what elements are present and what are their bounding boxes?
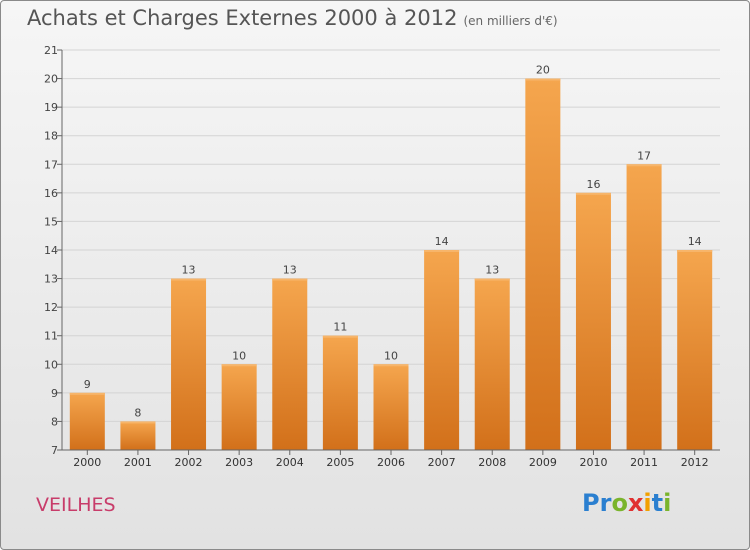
y-tick-label: 21 [44, 44, 58, 57]
labels: 7 8 9 10 11 12 13 14 15 16 17 18 19 20 21 9 2000 8 2001 13 2… [44, 44, 709, 469]
data-label: 14 [435, 235, 449, 248]
y-tick-label: 8 [51, 415, 58, 428]
data-label: 17 [637, 149, 651, 162]
y-tick-label: 20 [44, 73, 58, 86]
y-tick-label: 18 [44, 130, 58, 143]
y-tick-label: 15 [44, 215, 58, 228]
data-label: 16 [586, 178, 600, 191]
bar [424, 250, 460, 450]
x-tick-label: 2011 [630, 456, 658, 469]
x-tick-label: 2009 [529, 456, 557, 469]
bar [575, 192, 611, 450]
bar-top-highlight [69, 392, 105, 395]
bar-top-highlight [373, 364, 409, 367]
bar-top-highlight [677, 250, 713, 252]
bar-top-highlight [221, 364, 257, 367]
y-tick-label: 14 [44, 244, 58, 257]
x-tick-label: 2008 [478, 456, 506, 469]
x-tick-label: 2006 [377, 456, 405, 469]
data-label: 13 [182, 264, 196, 277]
x-tick-label: 2010 [579, 456, 607, 469]
data-label: 11 [333, 321, 347, 334]
bar [373, 364, 409, 450]
axes [57, 49, 720, 455]
logo-letter: t [651, 489, 664, 517]
data-label: 14 [688, 235, 702, 248]
logo-letter: i [663, 489, 672, 517]
bar-top-highlight [272, 278, 308, 281]
bar-top-highlight [575, 192, 611, 195]
data-label: 9 [84, 378, 91, 391]
bar [677, 250, 713, 450]
bar [221, 364, 257, 450]
bar [322, 335, 358, 450]
bar-top-highlight [171, 278, 207, 281]
logo-letter: x [627, 489, 644, 517]
logo-letter: i [643, 489, 652, 517]
chart-title: Achats et Charges Externes 2000 à 2012 (e… [27, 6, 558, 30]
bar-top-highlight [120, 421, 156, 424]
x-tick-label: 2003 [225, 456, 253, 469]
bar-top-highlight [322, 335, 358, 338]
y-tick-label: 10 [44, 358, 58, 371]
y-tick-label: 11 [44, 330, 58, 343]
bar-top-highlight [626, 164, 662, 167]
x-tick-label: 2005 [326, 456, 354, 469]
data-label: 13 [485, 264, 499, 277]
bar-top-highlight [525, 78, 561, 81]
x-tick-label: 2000 [73, 456, 101, 469]
x-tick-label: 2007 [428, 456, 456, 469]
bar-top-highlight [474, 278, 510, 281]
data-label: 13 [283, 264, 297, 277]
logo-letter: r [599, 489, 612, 517]
y-tick-label: 13 [44, 273, 58, 286]
bar [474, 278, 510, 450]
bar [171, 278, 207, 450]
bars [69, 78, 713, 451]
x-tick-label: 2004 [276, 456, 304, 469]
logo-letter: o [611, 489, 628, 517]
logo-letter: P [582, 489, 600, 517]
x-tick-label: 2001 [124, 456, 152, 469]
bar [626, 164, 662, 451]
bar-top-highlight [424, 250, 460, 252]
data-label: 10 [384, 349, 398, 362]
bar [525, 78, 561, 451]
y-tick-label: 7 [51, 444, 58, 457]
data-label: 20 [536, 64, 550, 77]
title-text: Achats et Charges Externes 2000 à 2012 [27, 6, 458, 30]
data-label: 8 [134, 406, 141, 419]
bar [69, 392, 105, 450]
proxiti-logo: Proxiti [582, 489, 671, 517]
data-label: 10 [232, 349, 246, 362]
y-tick-label: 12 [44, 301, 58, 314]
chart-subtitle: (en milliers d'€) [463, 14, 558, 28]
bar [120, 421, 156, 450]
y-tick-label: 16 [44, 187, 58, 200]
y-tick-label: 17 [44, 158, 58, 171]
x-tick-label: 2002 [175, 456, 203, 469]
x-tick-label: 2012 [681, 456, 709, 469]
y-tick-label: 9 [51, 387, 58, 400]
town-name: VEILHES [36, 494, 116, 516]
y-tick-label: 19 [44, 101, 58, 114]
bar [272, 278, 308, 450]
